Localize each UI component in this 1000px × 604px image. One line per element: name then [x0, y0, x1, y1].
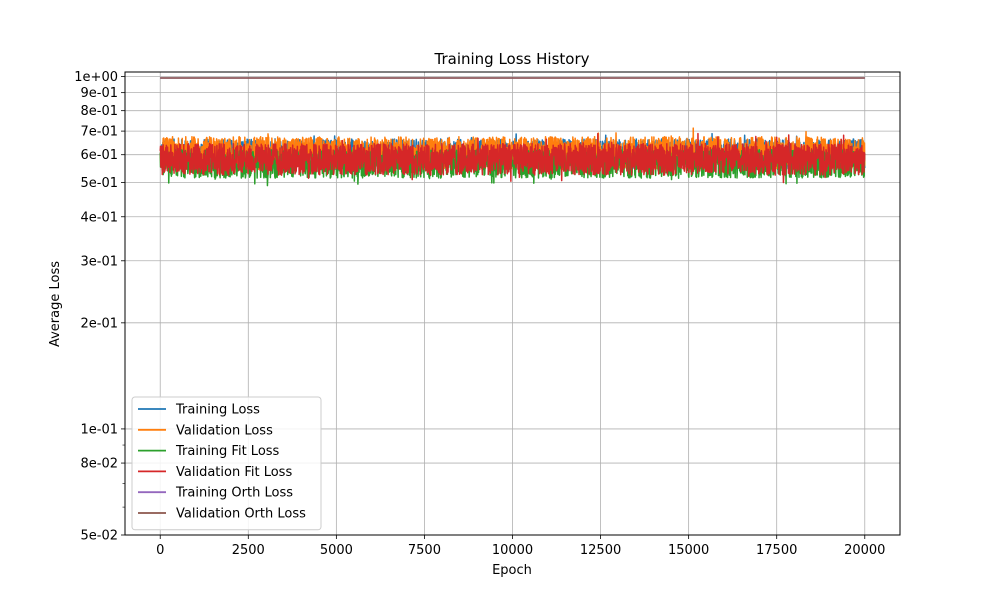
- tick-layer: 0 2500 5000 7500 10000 12500 15000 17500 20000 5e…: [74, 70, 885, 558]
- legend-label-training-fit-loss: Training Fit Loss: [175, 444, 280, 459]
- y-tick-label: 2e-01: [80, 316, 118, 331]
- chart-title: Training Loss History: [434, 50, 590, 68]
- x-tick-label: 12500: [580, 543, 621, 558]
- y-tick-label: 8e-01: [80, 104, 118, 119]
- y-tick-label: 9e-01: [80, 86, 118, 101]
- x-tick-label: 0: [156, 543, 164, 558]
- x-tick-label: 10000: [492, 543, 533, 558]
- y-tick-label: 5e-02: [80, 529, 118, 544]
- y-tick-label: 8e-02: [80, 457, 118, 472]
- x-tick-label: 2500: [232, 543, 265, 558]
- y-tick-label: 3e-01: [80, 254, 118, 269]
- x-tick-label: 7500: [408, 543, 441, 558]
- y-axis-label: Average Loss: [48, 261, 63, 347]
- x-tick-label: 17500: [756, 543, 797, 558]
- legend-label-validation-orth-loss: Validation Orth Loss: [176, 507, 306, 522]
- y-tick-label: 6e-01: [80, 148, 118, 163]
- x-axis-label: Epoch: [492, 563, 532, 578]
- legend: Training Loss Validation Loss Training Fit…: [131, 396, 322, 531]
- series-line-validation-loss: [159, 127, 866, 171]
- legend-label-validation-loss: Validation Loss: [176, 423, 273, 438]
- x-tick-label: 20000: [844, 543, 885, 558]
- legend-box: [131, 396, 322, 531]
- series-layer: [159, 77, 866, 187]
- y-tick-label: 7e-01: [80, 125, 118, 140]
- y-tick-label: 1e-01: [80, 422, 118, 437]
- series-line-validation-fit-loss: [159, 132, 866, 184]
- x-tick-label: 15000: [668, 543, 709, 558]
- y-tick-label: 4e-01: [80, 210, 118, 225]
- y-tick-label: 1e+00: [74, 70, 118, 85]
- legend-label-validation-fit-loss: Validation Fit Loss: [176, 465, 292, 480]
- x-tick-label: 5000: [320, 543, 353, 558]
- y-tick-label: 5e-01: [80, 176, 118, 191]
- legend-label-training-loss: Training Loss: [175, 403, 260, 418]
- legend-label-training-orth-loss: Training Orth Loss: [175, 486, 293, 501]
